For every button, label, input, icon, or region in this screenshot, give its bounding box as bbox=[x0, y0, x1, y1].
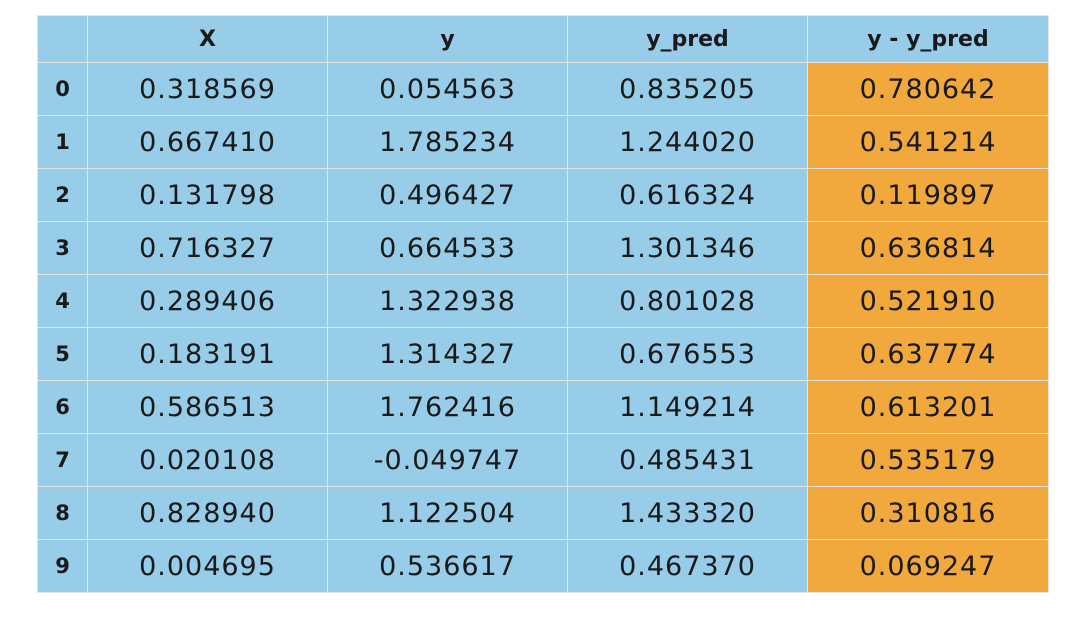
cell-y: 0.664533 bbox=[327, 221, 568, 275]
cell-y-pred: 1.149214 bbox=[567, 380, 808, 434]
dataframe-table-container: X y y_pred y - y_pred 0 0.318569 0.05456… bbox=[37, 15, 1049, 593]
cell-y: 1.314327 bbox=[327, 327, 568, 381]
cell-y: 0.536617 bbox=[327, 539, 568, 593]
cell-residual: 0.069247 bbox=[807, 539, 1049, 593]
table-row: 3 0.716327 0.664533 1.301346 0.636814 bbox=[37, 221, 1049, 275]
cell-y-pred: 0.801028 bbox=[567, 274, 808, 328]
row-index: 4 bbox=[37, 274, 88, 328]
row-index: 0 bbox=[37, 62, 88, 116]
row-index: 2 bbox=[37, 168, 88, 222]
cell-y-pred: 1.433320 bbox=[567, 486, 808, 540]
cell-residual: 0.310816 bbox=[807, 486, 1049, 540]
table-row: 6 0.586513 1.762416 1.149214 0.613201 bbox=[37, 380, 1049, 434]
cell-x: 0.131798 bbox=[87, 168, 328, 222]
cell-y: 0.496427 bbox=[327, 168, 568, 222]
cell-x: 0.289406 bbox=[87, 274, 328, 328]
cell-x: 0.716327 bbox=[87, 221, 328, 275]
cell-y-pred: 0.467370 bbox=[567, 539, 808, 593]
cell-residual: 0.119897 bbox=[807, 168, 1049, 222]
table-row: 8 0.828940 1.122504 1.433320 0.310816 bbox=[37, 486, 1049, 540]
header-residual: y - y_pred bbox=[807, 15, 1049, 63]
table-row: 7 0.020108 -0.049747 0.485431 0.535179 bbox=[37, 433, 1049, 487]
cell-x: 0.828940 bbox=[87, 486, 328, 540]
row-index: 7 bbox=[37, 433, 88, 487]
cell-y-pred: 0.616324 bbox=[567, 168, 808, 222]
cell-y: 1.322938 bbox=[327, 274, 568, 328]
cell-residual: 0.613201 bbox=[807, 380, 1049, 434]
cell-residual: 0.521910 bbox=[807, 274, 1049, 328]
cell-residual: 0.535179 bbox=[807, 433, 1049, 487]
table-row: 5 0.183191 1.314327 0.676553 0.637774 bbox=[37, 327, 1049, 381]
table-body: 0 0.318569 0.054563 0.835205 0.780642 1 … bbox=[37, 62, 1049, 593]
cell-residual: 0.780642 bbox=[807, 62, 1049, 116]
cell-residual: 0.636814 bbox=[807, 221, 1049, 275]
cell-x: 0.318569 bbox=[87, 62, 328, 116]
row-index: 5 bbox=[37, 327, 88, 381]
cell-x: 0.586513 bbox=[87, 380, 328, 434]
table-row: 2 0.131798 0.496427 0.616324 0.119897 bbox=[37, 168, 1049, 222]
table-row: 9 0.004695 0.536617 0.467370 0.069247 bbox=[37, 539, 1049, 593]
cell-y-pred: 0.835205 bbox=[567, 62, 808, 116]
header-x: X bbox=[87, 15, 328, 63]
cell-x: 0.667410 bbox=[87, 115, 328, 169]
cell-x: 0.183191 bbox=[87, 327, 328, 381]
table-row: 1 0.667410 1.785234 1.244020 0.541214 bbox=[37, 115, 1049, 169]
row-index: 1 bbox=[37, 115, 88, 169]
row-index: 8 bbox=[37, 486, 88, 540]
header-index-column bbox=[37, 15, 88, 63]
row-index: 6 bbox=[37, 380, 88, 434]
cell-y-pred: 1.301346 bbox=[567, 221, 808, 275]
cell-x: 0.004695 bbox=[87, 539, 328, 593]
header-y-pred: y_pred bbox=[567, 15, 808, 63]
dataframe-table: X y y_pred y - y_pred 0 0.318569 0.05456… bbox=[37, 15, 1049, 593]
header-y: y bbox=[327, 15, 568, 63]
row-index: 9 bbox=[37, 539, 88, 593]
table-header: X y y_pred y - y_pred bbox=[37, 15, 1049, 63]
cell-y: -0.049747 bbox=[327, 433, 568, 487]
cell-y-pred: 1.244020 bbox=[567, 115, 808, 169]
table-row: 4 0.289406 1.322938 0.801028 0.521910 bbox=[37, 274, 1049, 328]
cell-y: 0.054563 bbox=[327, 62, 568, 116]
cell-y: 1.762416 bbox=[327, 380, 568, 434]
table-row: 0 0.318569 0.054563 0.835205 0.780642 bbox=[37, 62, 1049, 116]
cell-y: 1.122504 bbox=[327, 486, 568, 540]
cell-x: 0.020108 bbox=[87, 433, 328, 487]
row-index: 3 bbox=[37, 221, 88, 275]
cell-residual: 0.541214 bbox=[807, 115, 1049, 169]
cell-residual: 0.637774 bbox=[807, 327, 1049, 381]
cell-y-pred: 0.485431 bbox=[567, 433, 808, 487]
cell-y: 1.785234 bbox=[327, 115, 568, 169]
cell-y-pred: 0.676553 bbox=[567, 327, 808, 381]
header-row: X y y_pred y - y_pred bbox=[37, 15, 1049, 63]
